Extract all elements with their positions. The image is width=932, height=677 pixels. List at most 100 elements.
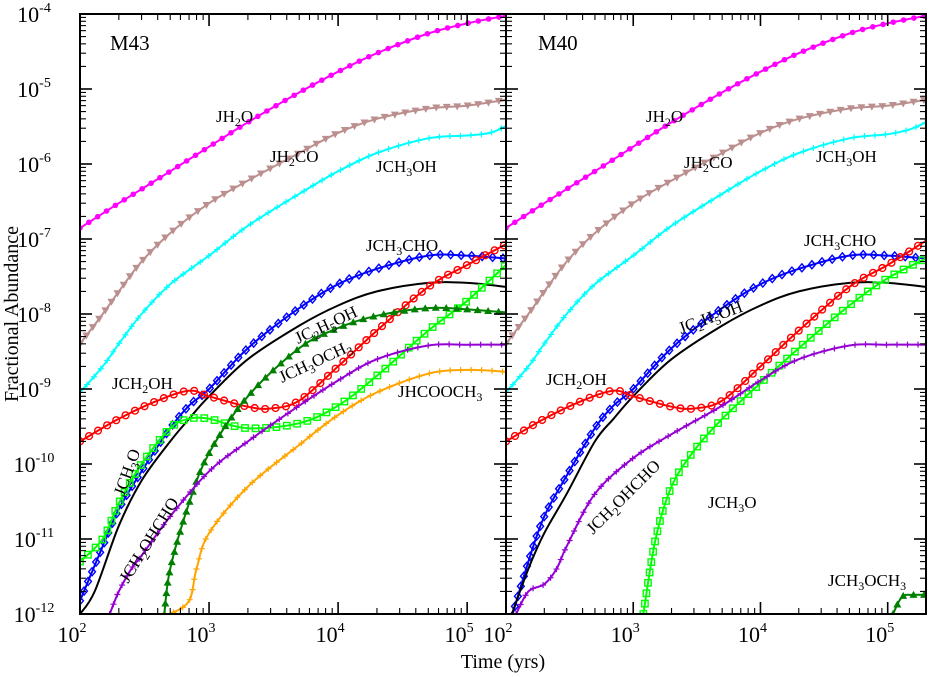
m43-jh2co-marker (82, 332, 91, 340)
m40-jch3oh-marker (800, 148, 807, 155)
m43-jch3o-marker (477, 283, 486, 292)
m43-jh2co-marker (390, 111, 399, 119)
m40-jch3oh-marker (567, 306, 574, 313)
m40-jch3oh-marker (790, 151, 797, 158)
m43-jch2ohcho-marker (208, 465, 215, 472)
m40-jch3o-marker (729, 404, 737, 413)
m40-jch3cho-marker (838, 251, 847, 262)
m43-jch3oh-marker (385, 146, 392, 153)
m40-jch3o-marker (736, 397, 745, 406)
y-tick-label: 10-9 (17, 376, 51, 402)
m43-jch2ohcho-marker (233, 446, 240, 453)
panel-m43: JH2OJH2COJCH3OHJCH3CHOJC2H5OHJCH3OCH3JCH… (79, 13, 507, 615)
m43-jch2oh-marker (291, 398, 300, 407)
m43-jh2co-marker (421, 105, 430, 113)
m40-jch3oh-marker (871, 132, 878, 139)
m40-jch3oh-marker (647, 238, 654, 245)
m43-jch3oh-marker (488, 129, 495, 136)
m40-jch2ohcho-marker (862, 341, 869, 348)
m43-jh2o-marker (148, 180, 154, 187)
m40-label-ch2ohcho-rest: OHCHO (608, 456, 664, 512)
m43-jch3o-marker (303, 416, 312, 425)
m40-jch3oh-marker (574, 298, 581, 305)
m40-jh2o-marker (781, 56, 788, 63)
m43-jch3oh-marker (116, 340, 123, 347)
m43-label-h2o: JH2O (216, 107, 253, 129)
m40-jch2ohcho-marker (701, 412, 708, 419)
m40-jh2o-marker (538, 202, 545, 208)
m43-jhcooch3-marker (416, 373, 423, 380)
m40-jh2co-marker (564, 256, 573, 264)
m43-jch3o-marker (420, 329, 429, 338)
m43-jch2ohcho-marker (355, 365, 362, 372)
m40-jh2co-marker (663, 179, 672, 187)
m43-jch3o-marker (485, 276, 494, 285)
m40-jch3oh-marker (663, 226, 670, 233)
m43-jch3och3-marker (284, 352, 293, 360)
m43-jch2ohcho-marker (160, 521, 167, 528)
m43-jch3o-marker (210, 416, 219, 424)
m40-jch2ohcho-marker (547, 574, 554, 581)
m43-jch2oh-marker (112, 416, 121, 425)
m40-jch3o-marker (806, 333, 815, 342)
m43-jch3cho-marker (446, 249, 455, 260)
m40-jh2co-marker (728, 144, 737, 152)
m40-jch2ohcho-marker (530, 585, 537, 592)
m43-jch2ohcho-marker (173, 505, 180, 512)
m40-jh2co-marker (527, 307, 536, 315)
m43-jch3o-marker (230, 422, 239, 431)
m40-jch2ohcho-marker (852, 341, 859, 348)
m40-jh2co-marker (602, 220, 611, 228)
m43-jch3oh-marker (197, 259, 204, 266)
m43-jch3oh-marker (446, 133, 453, 140)
m43-jch3o-marker (189, 414, 198, 422)
m43-label-ch3cho: JCH3CHO (366, 236, 438, 258)
m43-jhcooch3-marker (249, 479, 256, 486)
m43-jh2co-marker (256, 170, 265, 178)
m40-jh2co-marker (826, 108, 835, 116)
m40-jch2oh-marker (763, 355, 773, 364)
m43-jch2ohcho-marker (201, 473, 208, 480)
m40-jch3oh-marker (861, 133, 868, 140)
m40-label-c2h5oh-text: JC (676, 314, 699, 338)
m43-jch2ohcho-marker (241, 440, 248, 447)
m43-jh2o-marker (414, 34, 421, 41)
m40-jch3o-marker (714, 419, 722, 427)
m43-jch2oh-marker (339, 357, 348, 366)
m40-jch3oh-marker (672, 220, 679, 227)
m43-label-ch3o-sub: 3 (128, 461, 143, 471)
m43-jch3och3-marker (210, 439, 219, 447)
m40-jh2o-marker (565, 185, 571, 192)
m43-jh2co-marker (380, 113, 389, 121)
m40-jch3cho-marker (586, 429, 596, 440)
m43-jh2co-marker (442, 103, 451, 111)
m43-label-c2h5oh-sub: 2 (311, 328, 322, 343)
m40-jh2o-marker (725, 86, 732, 92)
m43-jhcooch3-marker (340, 408, 347, 415)
y-tick-label: 10-5 (17, 76, 51, 102)
m43-jch3oh-marker (436, 133, 443, 140)
m40-jh2co-marker (846, 105, 855, 113)
m40-jh2o-marker (810, 44, 817, 50)
m40-jch2oh-marker (585, 393, 594, 402)
m43-label-ch3och3-sub: 3 (307, 362, 318, 377)
m43-jh2co-marker (331, 131, 340, 139)
m43-jch2oh-marker (300, 392, 309, 402)
m40-label-h2o-text: JH (646, 107, 665, 126)
m40-jh2o-marker (870, 24, 876, 30)
m40-jch3o-marker (890, 270, 899, 279)
m43-jhcooch3-marker (331, 414, 338, 421)
m40-jh2o-marker (716, 91, 723, 97)
m43-jch3o-marker (462, 297, 471, 306)
m43-label-ch2oh: JCH2OH (112, 374, 173, 396)
m43-jch2ohcho-marker (477, 341, 484, 348)
m40-label-h2co-rest: CO (709, 153, 733, 172)
m40-jch3o-marker (838, 306, 847, 315)
m43-jh2o-marker (496, 14, 502, 20)
m40-jh2o-marker (839, 33, 846, 39)
m40-series-jch2ohcho (513, 341, 926, 614)
m43-jch2ohcho-marker (187, 488, 194, 495)
m43-jh2co-marker (284, 155, 293, 163)
m43-jch2ohcho-marker (467, 341, 474, 348)
m40-jh2co-marker (594, 227, 603, 235)
